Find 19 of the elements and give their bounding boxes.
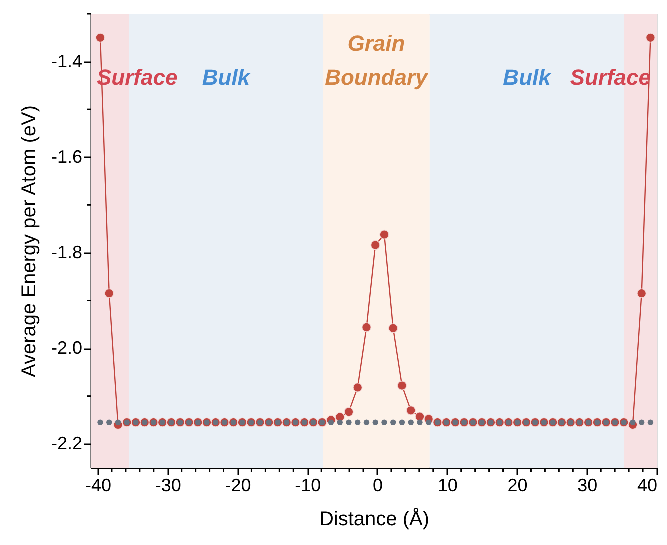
x-tick-label: 40 — [637, 476, 658, 496]
band-label: Bulk — [202, 65, 252, 90]
y-tick-label: -2.0 — [51, 338, 82, 358]
x-tick-label: -30 — [155, 476, 182, 496]
x-axis-title: Distance (Å) — [319, 508, 430, 530]
band-label: Bulk — [503, 65, 553, 90]
x-tick-label: 10 — [438, 476, 458, 496]
x-tick-label: -40 — [85, 476, 112, 496]
x-tick-label: 30 — [578, 476, 598, 496]
band-label: Grain Boundary — [325, 31, 430, 90]
x-tick-label: -10 — [295, 476, 322, 496]
y-axis-title: Average Energy per Atom (eV) — [18, 106, 40, 378]
x-tick-label: 0 — [372, 476, 383, 496]
x-tick-label: 20 — [508, 476, 528, 496]
y-tick-label: -2.2 — [51, 434, 82, 454]
x-tick-label: -20 — [225, 476, 252, 496]
y-tick-label: -1.4 — [51, 51, 82, 72]
y-tick-label: -1.6 — [51, 146, 82, 167]
y-tick-label: -1.8 — [51, 242, 82, 262]
